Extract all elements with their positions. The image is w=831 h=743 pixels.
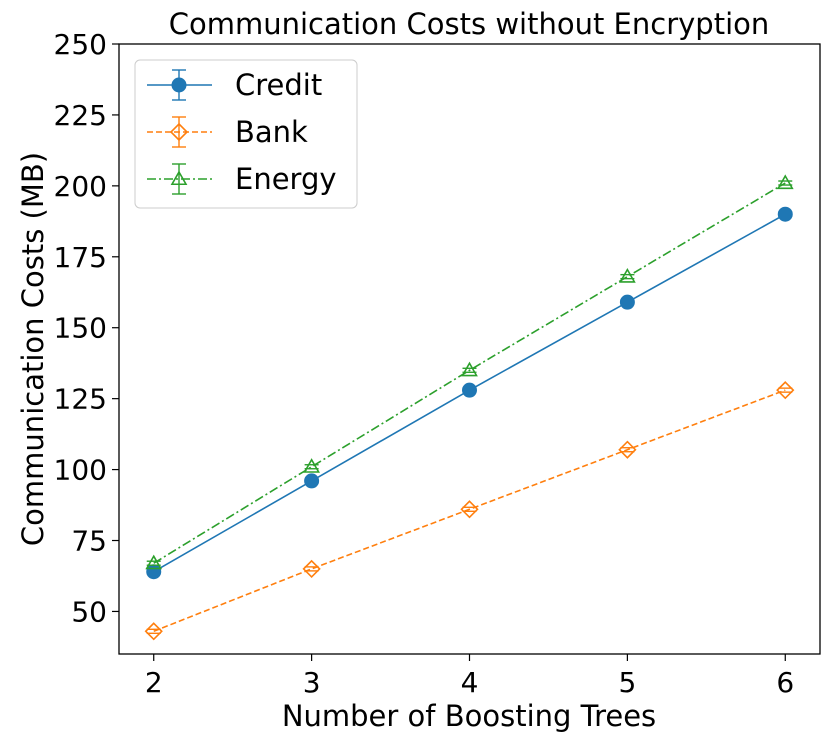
series-credit — [146, 206, 793, 580]
data-point-credit — [777, 206, 793, 222]
legend-label-energy: Energy — [235, 162, 337, 196]
x-axis-label: Number of Boosting Trees — [282, 699, 656, 733]
legend-item-credit: Credit — [147, 68, 322, 102]
data-point-credit — [619, 294, 635, 310]
legend-label-credit: Credit — [235, 68, 322, 102]
series-energy — [145, 174, 794, 570]
data-point-bank — [618, 440, 637, 459]
data-point-credit — [462, 382, 477, 398]
data-point-credit — [304, 473, 320, 489]
x-axis: 2 3 4 5 6 — [145, 654, 794, 699]
y-tick-label: 175 — [54, 241, 107, 274]
x-tick-label: 3 — [303, 666, 321, 699]
legend-marker-credit — [171, 77, 187, 93]
y-tick-label: 125 — [54, 383, 107, 416]
y-tick-label: 200 — [54, 170, 107, 203]
y-tick-label: 225 — [54, 99, 107, 132]
y-tick-label: 100 — [54, 454, 107, 487]
data-point-bank — [460, 500, 479, 519]
x-tick-label: 5 — [618, 666, 636, 699]
legend-box — [134, 59, 358, 209]
y-axis-label: Communication Costs (MB) — [16, 152, 50, 546]
series-line-bank — [153, 389, 786, 633]
legend-item-energy: Energy — [147, 162, 337, 196]
legend: Credit Bank Energy — [134, 59, 358, 209]
y-tick-label: 150 — [54, 312, 107, 345]
data-point-bank — [776, 381, 795, 400]
y-tick-label: 250 — [54, 28, 107, 61]
legend-marker-energy — [170, 170, 188, 186]
legend-item-bank: Bank — [147, 115, 308, 149]
data-point-bank — [302, 559, 321, 579]
y-tick-label: 75 — [71, 525, 107, 558]
legend-label-bank: Bank — [235, 115, 308, 149]
x-tick-label: 4 — [461, 666, 479, 699]
x-tick-label: 2 — [145, 666, 163, 699]
data-point-energy — [776, 174, 794, 190]
chart-title: Communication Costs without Encryption — [169, 7, 770, 41]
data-point-credit — [146, 564, 162, 580]
series-line-energy — [153, 182, 786, 564]
plot-area — [144, 174, 795, 641]
data-point-energy — [303, 458, 320, 473]
y-axis: 50 75 100 125 150 175 200 225 250 — [54, 28, 119, 628]
y-tick-label: 50 — [71, 595, 107, 628]
series-bank — [144, 381, 795, 641]
data-point-energy — [145, 554, 163, 570]
data-point-energy — [619, 268, 636, 283]
legend-marker-bank — [169, 122, 189, 142]
data-point-bank — [144, 622, 163, 641]
data-point-energy — [461, 361, 478, 377]
x-tick-label: 6 — [776, 666, 794, 699]
